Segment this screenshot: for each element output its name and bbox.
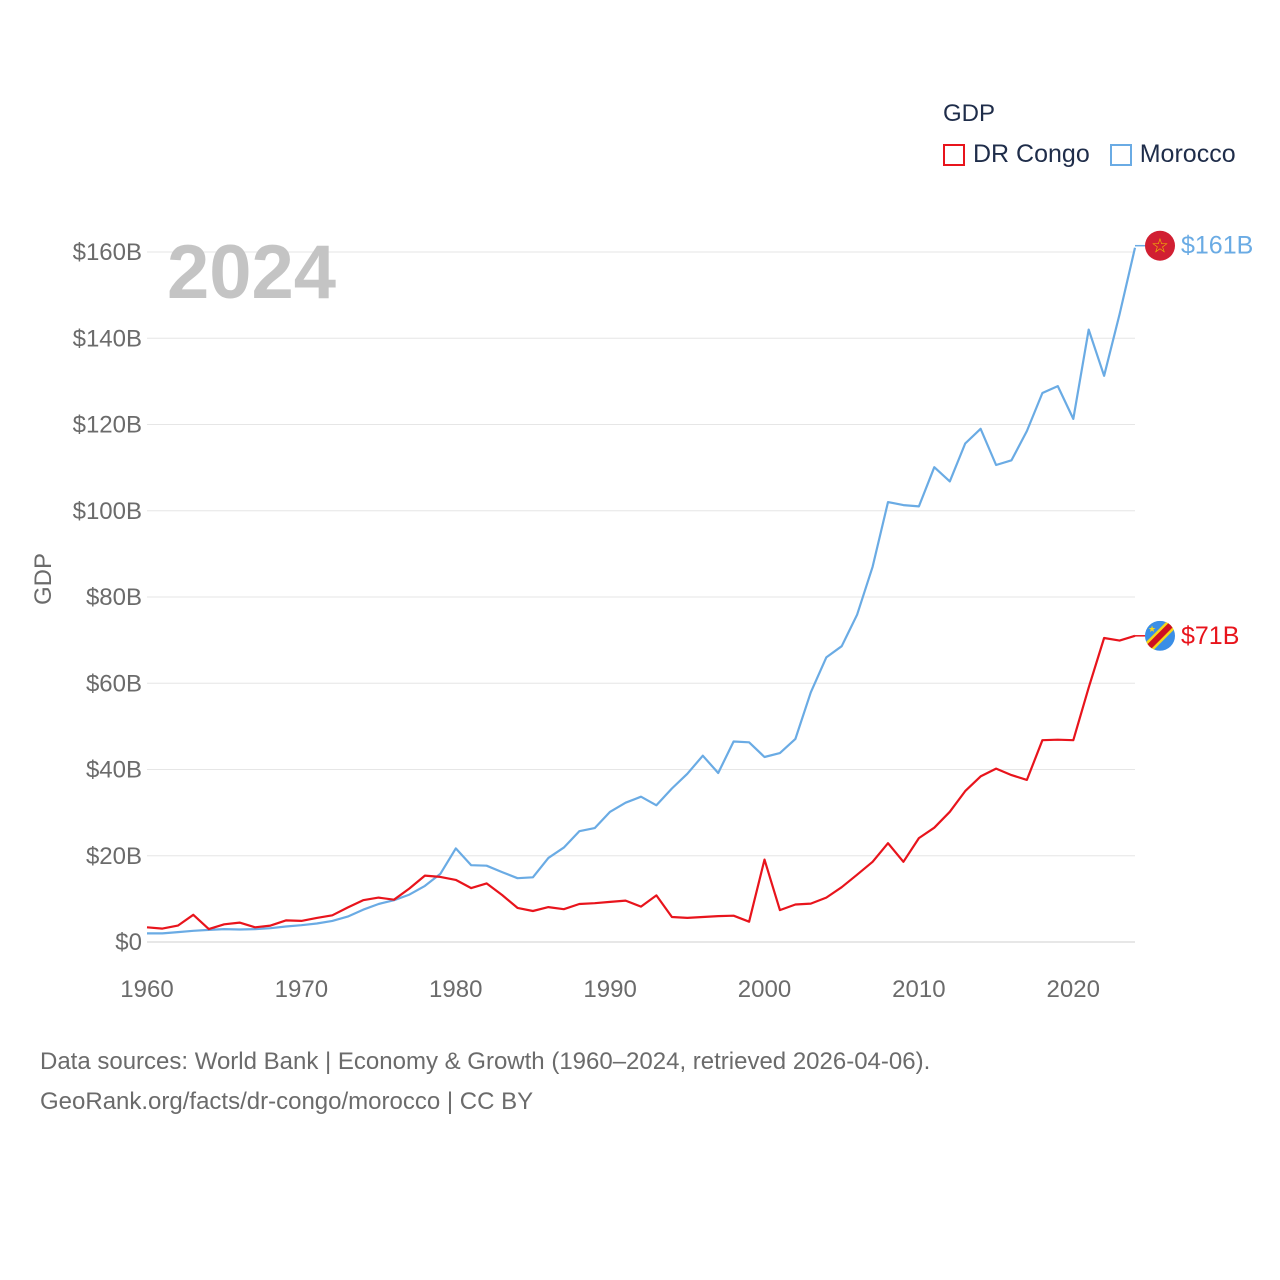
x-tick-label: 1960 [120, 976, 173, 1003]
y-tick-label: $120B [73, 412, 142, 439]
y-tick-label: $20B [86, 843, 142, 870]
footer-attribution[interactable]: GeoRank.org/facts/dr-congo/morocco | CC … [40, 1088, 534, 1115]
legend: GDP DR Congo Morocco [943, 100, 1236, 169]
series-line-dr-congo[interactable] [146, 634, 1136, 931]
y-tick-label: $80B [86, 584, 142, 611]
legend-label-morocco: Morocco [1139, 140, 1236, 168]
end-value-label: $71B [1181, 622, 1239, 650]
x-tick-label: 2010 [892, 976, 945, 1003]
x-tick-label: 2000 [738, 976, 791, 1003]
legend-item-dr-congo[interactable]: DR Congo [943, 140, 1090, 169]
y-axis-title: GDP [30, 553, 57, 605]
y-tick-label: $0 [115, 929, 142, 956]
x-tick-label: 1970 [275, 976, 328, 1003]
y-tick-label: $40B [86, 757, 142, 784]
y-axis: $0 $20B $40B $60B $80B $100B $120B $140B $160B [73, 239, 142, 956]
dr-congo-flag-icon: ★ [1145, 620, 1175, 651]
legend-title: GDP [943, 100, 996, 127]
y-tick-label: $160B [73, 239, 142, 266]
x-tick-label: 2020 [1047, 976, 1100, 1003]
series-lines [146, 247, 1137, 935]
x-axis: 1960 1970 1980 1990 2000 2010 2020 [120, 976, 1100, 1003]
svg-text:★: ★ [1148, 625, 1156, 635]
y-tick-label: $140B [73, 325, 142, 352]
legend-swatch-morocco [1109, 143, 1132, 166]
series-end-markers: ★ $71B ☆ $161B [1135, 230, 1253, 651]
x-tick-label: 1980 [429, 976, 482, 1003]
end-value-label: $161B [1181, 232, 1253, 260]
grid [147, 251, 1135, 943]
svg-text:☆: ☆ [1151, 234, 1169, 258]
legend-label-dr-congo: DR Congo [973, 140, 1090, 168]
legend-item-morocco[interactable]: Morocco [1109, 140, 1236, 169]
series-line-morocco[interactable] [147, 247, 1137, 935]
legend-swatch-dr-congo [943, 143, 965, 166]
footer-sources: Data sources: World Bank | Economy & Gro… [40, 1048, 931, 1075]
y-tick-label: $100B [73, 498, 142, 525]
year-watermark: 2024 [167, 230, 336, 315]
footer: Data sources: World Bank | Economy & Gro… [40, 1042, 930, 1122]
x-tick-label: 1990 [583, 976, 636, 1003]
y-tick-label: $60B [86, 670, 142, 697]
morocco-flag-icon: ☆ [1145, 230, 1175, 261]
